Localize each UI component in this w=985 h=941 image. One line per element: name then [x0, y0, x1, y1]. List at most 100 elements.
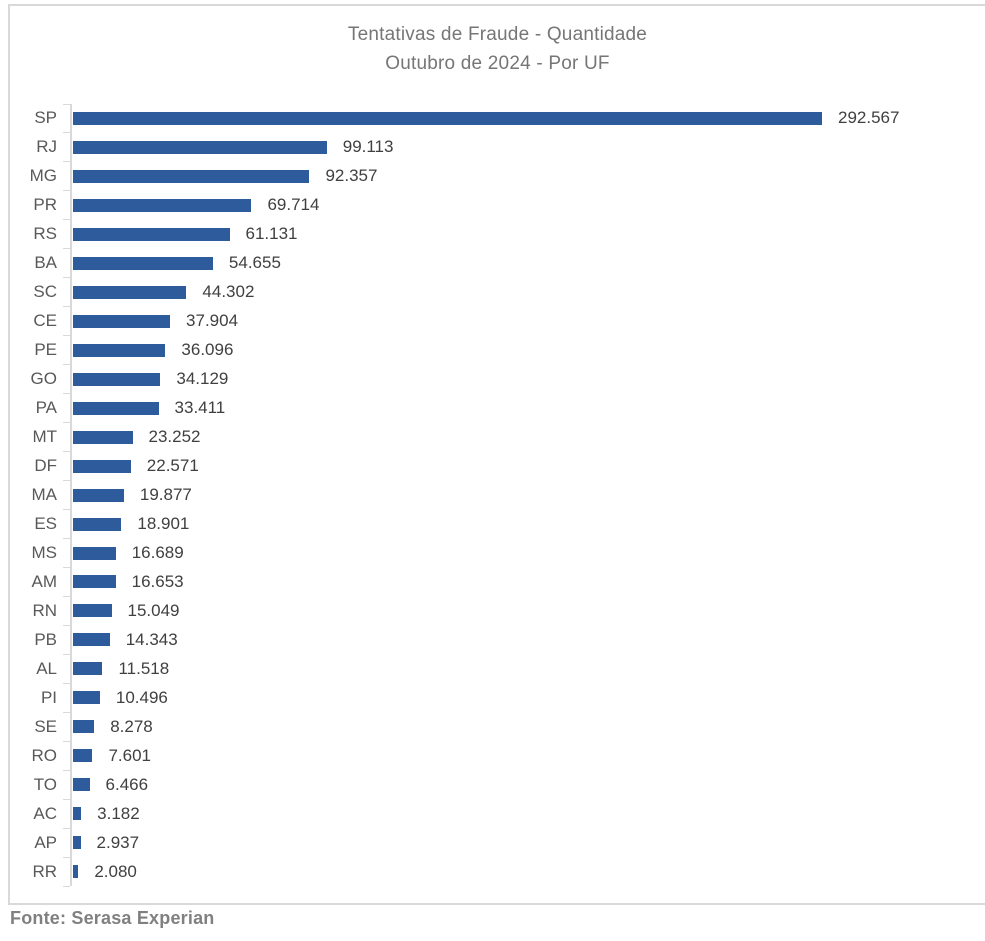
value-label: 6.466 [105, 774, 149, 794]
bar [73, 198, 252, 212]
bar [73, 430, 133, 444]
bar [73, 285, 187, 299]
bar [73, 546, 116, 560]
axis-tick [63, 422, 70, 424]
bar-row: RS 61.131 [12, 220, 960, 249]
bar [73, 111, 822, 125]
chart-title-line2: Outubro de 2024 - Por UF [385, 53, 610, 74]
bar-row: TO 6.466 [12, 770, 960, 799]
bar [73, 256, 213, 270]
value-label: 8.278 [110, 716, 153, 736]
axis-tick [63, 190, 70, 192]
axis-tick [63, 769, 70, 771]
value-label: 11.518 [118, 658, 170, 678]
bar-row: BA 54.655 [12, 249, 960, 278]
category-label: AP [34, 832, 57, 852]
value-label: 99.113 [342, 137, 394, 157]
bar-row: DF 22.571 [12, 452, 960, 481]
bar-area: 16.653 [70, 568, 960, 597]
bar-area: 8.278 [70, 712, 960, 741]
value-label: 19.877 [139, 485, 192, 505]
bar-row: PB 14.343 [12, 625, 960, 654]
value-label: 61.131 [245, 224, 298, 244]
value-label: 54.655 [228, 253, 281, 273]
bar-row: RN 15.049 [12, 596, 960, 625]
bar [73, 691, 100, 705]
bar-area: 7.601 [70, 741, 960, 770]
bar-area: 44.302 [70, 278, 960, 307]
bar-row: SC 44.302 [12, 278, 960, 307]
value-label: 7.601 [108, 745, 151, 765]
bar [73, 401, 159, 415]
bar-area: 36.096 [70, 336, 960, 365]
axis-tick [63, 364, 70, 366]
axis-tick [63, 595, 70, 597]
bar [73, 169, 310, 183]
bar-area: 99.113 [70, 133, 960, 162]
axis-tick [63, 682, 70, 684]
axis-tick [63, 393, 70, 395]
axis-tick [63, 740, 70, 742]
axis-tick [63, 103, 70, 105]
axis-tick [63, 248, 70, 250]
bar-area: 69.714 [70, 191, 960, 220]
bar-row: CE 37.904 [12, 307, 960, 336]
bar-area: 19.877 [70, 481, 960, 510]
value-label: 92.357 [325, 166, 378, 186]
bar-row: MA 19.877 [12, 481, 960, 510]
bar-area: 14.343 [70, 625, 960, 654]
bar-area: 61.131 [70, 220, 960, 249]
bar-row: AL 11.518 [12, 654, 960, 683]
category-label: SE [34, 716, 57, 736]
bar-area: 37.904 [70, 307, 960, 336]
category-label: RJ [36, 137, 57, 157]
bar-area: 22.571 [70, 452, 960, 481]
bar-rows: SP 292.567 RJ 99.113 MG 92.357 PR 69.714… [12, 104, 960, 886]
value-label: 3.182 [97, 803, 140, 823]
bar-row: PE 36.096 [12, 336, 960, 365]
value-label: 292.567 [838, 108, 900, 128]
axis-tick [63, 537, 70, 539]
category-label: TO [33, 774, 57, 794]
bar-row: SE 8.278 [12, 712, 960, 741]
bar-area: 2.080 [70, 857, 960, 886]
bar-row: PR 69.714 [12, 191, 960, 220]
value-label: 23.252 [148, 427, 201, 447]
bar [73, 372, 161, 386]
category-label: RO [31, 745, 58, 765]
axis-tick [63, 856, 70, 858]
bar-row: AM 16.653 [12, 568, 960, 597]
bar [73, 604, 112, 618]
bar-area: 11.518 [70, 654, 960, 683]
bar-row: GO 34.129 [12, 365, 960, 394]
axis-tick [63, 219, 70, 221]
bar [73, 720, 95, 734]
value-label: 36.096 [181, 340, 234, 360]
value-label: 16.689 [131, 543, 184, 563]
bar-area: 54.655 [70, 249, 960, 278]
axis-tick [63, 451, 70, 453]
value-label: 16.653 [131, 571, 184, 591]
bar-area: 15.049 [70, 596, 960, 625]
bar [73, 865, 79, 879]
value-label: 34.129 [176, 369, 229, 389]
y-axis-line [70, 104, 72, 886]
value-label: 69.714 [267, 195, 320, 215]
bar-area: 92.357 [70, 162, 960, 191]
bar-row: MS 16.689 [12, 539, 960, 568]
bar-area: 34.129 [70, 365, 960, 394]
category-label: RN [32, 600, 57, 620]
bar-row: AP 2.937 [12, 828, 960, 857]
bar [73, 778, 90, 792]
bar-area: 18.901 [70, 510, 960, 539]
bar-row: RR 2.080 [12, 857, 960, 886]
bar-area: 16.689 [70, 539, 960, 568]
category-label: MG [29, 166, 57, 186]
bar [73, 749, 93, 763]
value-label: 37.904 [186, 311, 239, 331]
bar-area: 10.496 [70, 683, 960, 712]
bar-row: RO 7.601 [12, 741, 960, 770]
bar-area: 292.567 [70, 104, 960, 133]
bar [73, 140, 327, 154]
category-label: PI [40, 687, 57, 707]
